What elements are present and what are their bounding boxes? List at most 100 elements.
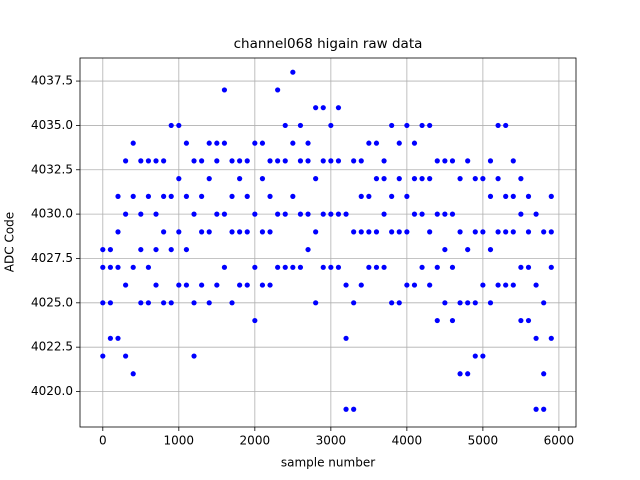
data-point [145, 193, 152, 199]
data-point [328, 264, 334, 270]
y-tick-label: 4025.0 [31, 295, 73, 309]
data-point [465, 158, 471, 164]
data-point [313, 105, 319, 111]
data-point [480, 176, 486, 182]
data-point [419, 264, 425, 270]
data-point [541, 229, 547, 235]
data-point [389, 229, 395, 235]
data-point [252, 140, 258, 146]
data-point [518, 317, 524, 324]
data-point [510, 193, 516, 199]
data-point [107, 335, 114, 341]
data-point [525, 229, 532, 235]
data-point [252, 211, 258, 217]
data-point [510, 229, 516, 235]
data-point [115, 335, 121, 341]
data-point [221, 140, 228, 146]
data-point [381, 158, 387, 164]
data-point [320, 105, 326, 111]
data-point [282, 264, 288, 270]
data-point [123, 158, 129, 164]
data-point [533, 335, 539, 341]
data-point [335, 211, 342, 217]
data-point [183, 193, 190, 199]
data-point [541, 371, 547, 377]
data-point [518, 176, 524, 182]
data-point [465, 300, 471, 306]
data-point [290, 264, 296, 270]
data-point [510, 282, 516, 288]
data-point [548, 264, 554, 270]
data-point [419, 176, 425, 182]
data-point [533, 282, 539, 288]
data-point [427, 229, 433, 235]
data-point [153, 246, 159, 253]
data-point [457, 300, 463, 306]
data-point [487, 246, 494, 253]
data-point [434, 317, 440, 324]
data-point [206, 176, 212, 182]
data-point [518, 211, 524, 217]
data-point [138, 211, 144, 217]
data-point [214, 158, 220, 164]
data-point [115, 193, 121, 199]
data-point [290, 140, 296, 146]
data-point [275, 264, 281, 270]
x-tick-label: 0 [99, 434, 107, 448]
data-point [503, 282, 509, 288]
x-tick-label: 6000 [544, 434, 575, 448]
data-point [427, 122, 433, 129]
data-point [434, 158, 440, 164]
data-point [237, 229, 243, 235]
data-point [351, 300, 357, 306]
data-point [259, 140, 266, 146]
x-tick-label: 1000 [164, 434, 195, 448]
data-point [214, 282, 220, 288]
data-point [358, 193, 364, 199]
data-point [282, 158, 288, 164]
data-point [419, 211, 425, 217]
data-point [396, 176, 402, 182]
data-point [267, 193, 273, 199]
data-point [358, 282, 364, 288]
data-point [366, 193, 372, 199]
data-point [313, 229, 319, 235]
y-tick-label: 4032.5 [31, 162, 73, 176]
data-point [472, 229, 478, 235]
data-point [305, 246, 311, 253]
data-point [457, 176, 463, 182]
data-point [358, 158, 364, 164]
data-point [351, 229, 357, 235]
data-point [229, 193, 235, 199]
y-tick-label: 4020.0 [31, 384, 73, 398]
data-point [244, 229, 250, 235]
data-point [396, 140, 402, 146]
data-point [351, 158, 357, 164]
y-axis-label: ADC Code [3, 212, 17, 272]
data-point [373, 140, 380, 146]
data-point [305, 158, 311, 164]
y-tick-label: 4022.5 [31, 340, 73, 354]
data-point [229, 300, 235, 306]
data-point [343, 335, 349, 341]
data-point [100, 353, 106, 359]
x-tick-label: 2000 [240, 434, 271, 448]
data-point [442, 300, 448, 306]
data-point [237, 176, 243, 182]
data-point [267, 158, 273, 164]
data-point [305, 211, 311, 217]
data-point [115, 229, 121, 235]
data-point [366, 140, 372, 146]
data-point [176, 122, 182, 129]
data-point [259, 229, 266, 235]
data-point [244, 282, 250, 288]
data-point [480, 353, 486, 359]
data-point [214, 140, 220, 146]
data-point [145, 158, 152, 164]
data-point [221, 211, 228, 217]
data-point [366, 229, 372, 235]
data-point [199, 158, 205, 164]
data-point [153, 282, 159, 288]
data-point [297, 158, 304, 164]
